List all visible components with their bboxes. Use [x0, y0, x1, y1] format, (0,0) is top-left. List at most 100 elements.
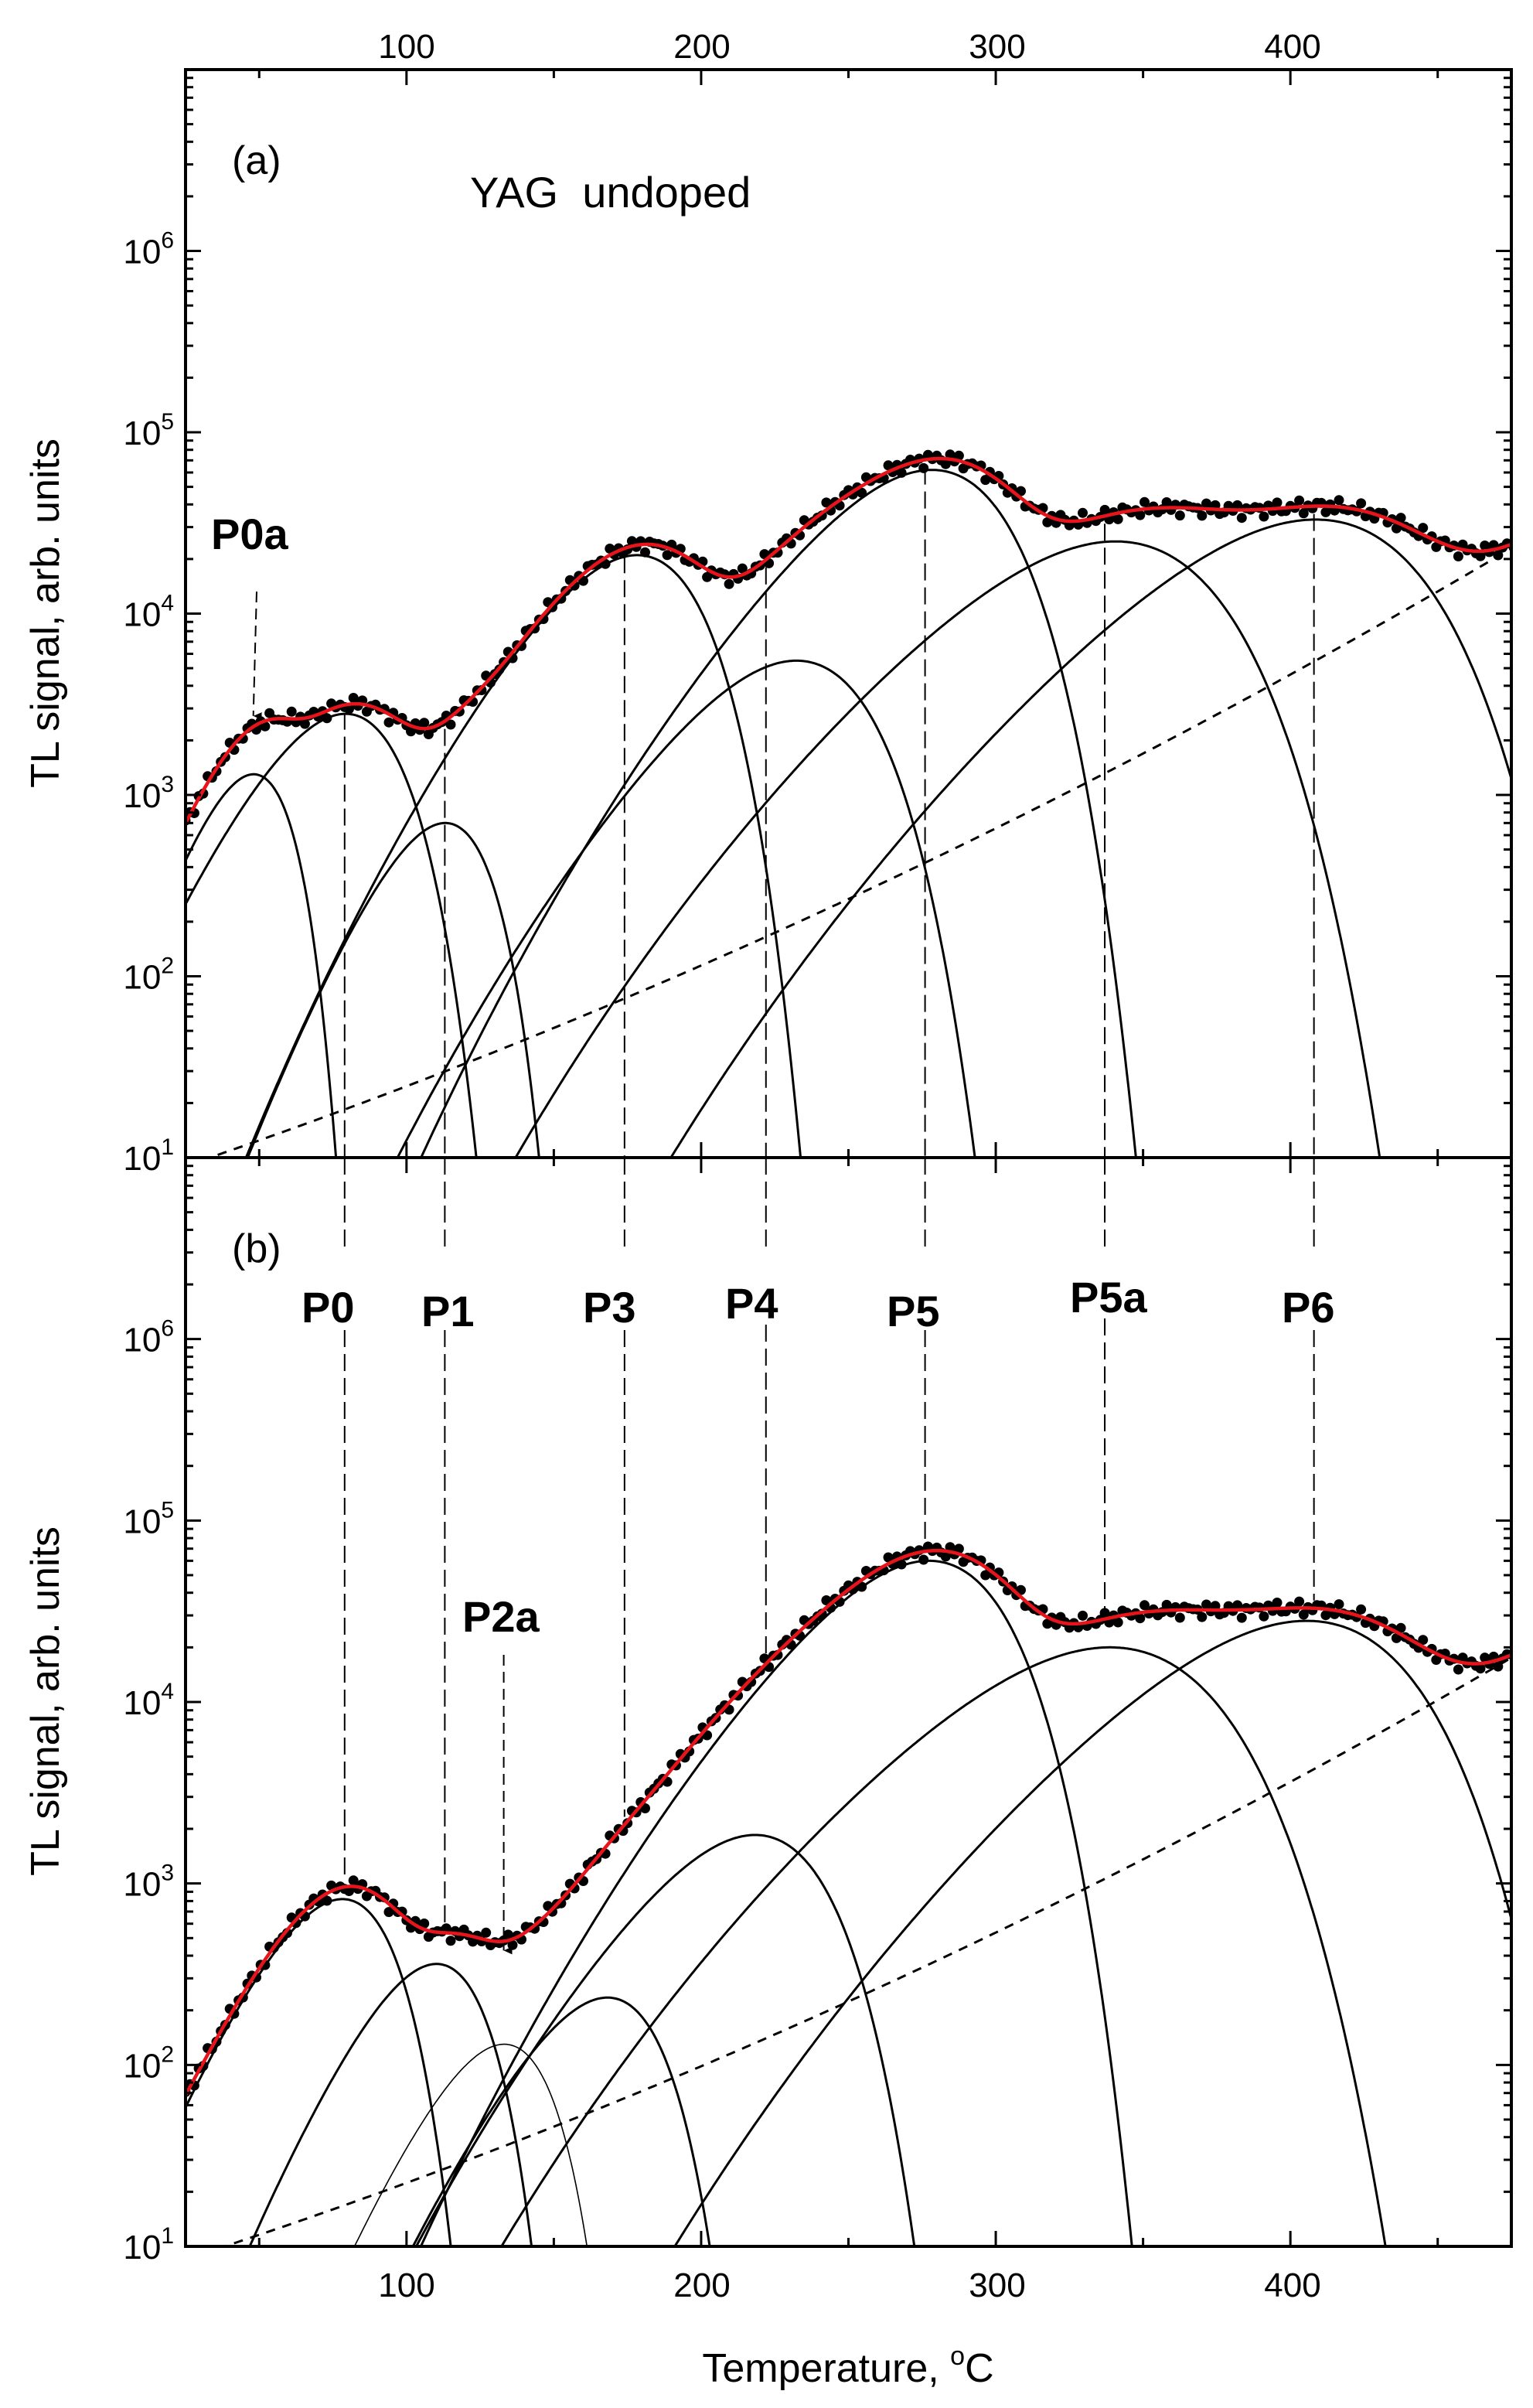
data-point: [322, 1895, 332, 1906]
data-point: [1356, 1604, 1367, 1615]
data-point: [344, 704, 354, 715]
data-point: [1418, 1635, 1429, 1646]
y-tick-label: 103: [123, 1861, 174, 1904]
bottom-tick-label-200: 200: [673, 2266, 730, 2304]
data-point: [1395, 1622, 1406, 1633]
panel-b: (b) P0 P1 P3 P4 P5 P5a P6 P2a: [186, 1156, 1511, 2248]
data-point: [1320, 1610, 1331, 1621]
data-point: [260, 721, 271, 732]
data-point: [953, 450, 964, 461]
y-tick-label: 104: [123, 1679, 174, 1722]
panel-b-fit-curve: [186, 1548, 1511, 2096]
panel-a-title: YAG undoped: [470, 168, 751, 217]
data-point: [383, 717, 394, 728]
data-point: [953, 1543, 964, 1554]
bottom-tick-label-400: 400: [1264, 2266, 1320, 2304]
data-point: [1294, 495, 1305, 506]
top-tick-label-400: 400: [1264, 28, 1320, 66]
data-point: [1078, 507, 1088, 518]
data-point: [857, 1581, 867, 1592]
component-curve-p0a: [186, 773, 338, 1158]
data-point: [1112, 1617, 1123, 1628]
y-axis-title-b: TL signal, arb. units: [23, 1526, 68, 1876]
data-point: [1334, 495, 1344, 506]
data-point: [348, 1875, 359, 1886]
top-tick-label-100: 100: [378, 28, 434, 66]
data-point: [1140, 1600, 1150, 1611]
data-point: [1112, 513, 1123, 524]
data-point: [640, 547, 650, 558]
data-point: [1298, 1609, 1309, 1620]
data-point: [286, 706, 297, 717]
data-point: [857, 487, 867, 498]
panel-b-data-points: [186, 1541, 1511, 2097]
data-point: [299, 718, 310, 729]
data-point: [1197, 1612, 1208, 1622]
data-point: [1232, 1600, 1243, 1611]
y-tick-label: 102: [123, 953, 174, 997]
data-point: [441, 1923, 451, 1934]
y-tick-label: 103: [123, 772, 174, 815]
component-curve-p0: [186, 1898, 452, 2246]
axes-frames: [184, 68, 1513, 2248]
data-point: [445, 1936, 456, 1946]
data-point: [1135, 1613, 1146, 1624]
y-tick-label: 106: [123, 228, 174, 271]
data-point: [1161, 1599, 1172, 1610]
panel-b-background-curve: [220, 1656, 1511, 2246]
data-point: [821, 497, 832, 508]
data-point: [406, 726, 416, 737]
peak-label-p2a: P2a: [462, 1592, 540, 1641]
data-point: [821, 1595, 832, 1605]
data-point: [1140, 496, 1150, 507]
panel-a-background-curve: [206, 547, 1511, 1158]
x-axis-title-text: Temperature,: [702, 2346, 950, 2391]
x-axis-title: Temperature, oC: [702, 2341, 993, 2391]
component-curve-p5a: [514, 540, 1381, 1158]
background-curve: [220, 1656, 1511, 2246]
x-axis-title-degree: o: [950, 2341, 965, 2371]
data-point: [1272, 1598, 1283, 1608]
data-point: [1236, 513, 1247, 524]
component-curve-p5: [420, 469, 1137, 1158]
peak-label-p5: P5: [887, 1287, 940, 1335]
data-point: [1197, 510, 1208, 521]
y-tick-label: 102: [123, 2041, 174, 2085]
panel-b-component-curves: [186, 1559, 1511, 2246]
top-tick-label-200: 200: [673, 28, 730, 66]
y-tick-label: 104: [123, 591, 174, 634]
data-point: [1232, 500, 1243, 510]
fit-curve: [186, 456, 1511, 825]
data-point: [1493, 1661, 1504, 1672]
panel-a-tag: (a): [232, 138, 281, 183]
data-point: [896, 1559, 907, 1570]
component-curve-p5a: [499, 1646, 1387, 2246]
component-curve-p3: [411, 1996, 711, 2246]
y-tick-label: 105: [123, 409, 174, 452]
data-point: [1294, 1596, 1305, 1607]
data-point: [344, 1886, 354, 1896]
data-point: [918, 462, 929, 473]
component-curve-p4: [396, 659, 976, 1158]
data-point: [1453, 551, 1463, 561]
fit-curve: [186, 1548, 1511, 2096]
data-point: [1334, 1599, 1344, 1610]
data-point: [445, 719, 456, 730]
data-point: [481, 1927, 492, 1938]
top-tick-label-300: 300: [969, 28, 1025, 66]
data-point: [896, 467, 907, 478]
peak-label-p1: P1: [421, 1287, 475, 1335]
data-point: [1135, 510, 1146, 520]
data-point: [1078, 1610, 1088, 1621]
data-point: [918, 1554, 929, 1565]
y-tick-label: 105: [123, 1497, 174, 1540]
data-point: [662, 550, 673, 561]
data-point: [1174, 510, 1185, 521]
data-point: [1475, 1663, 1486, 1674]
data-point: [1272, 497, 1283, 508]
data-point: [1418, 523, 1429, 534]
arrow-p0a: [252, 591, 262, 721]
data-point: [348, 693, 359, 703]
data-point: [1236, 1612, 1247, 1623]
